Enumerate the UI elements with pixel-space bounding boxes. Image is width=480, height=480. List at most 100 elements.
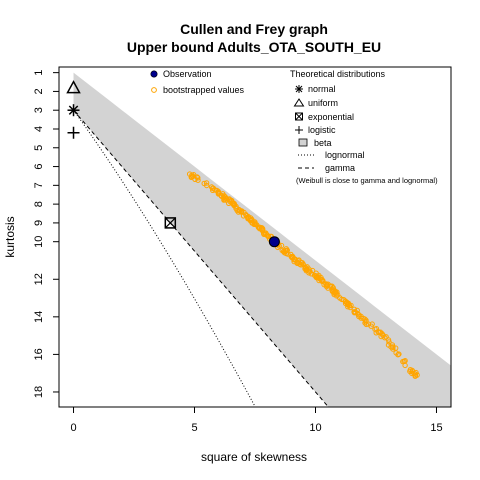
logistic-marker bbox=[67, 126, 80, 139]
x-tick-label-3: 15 bbox=[430, 422, 442, 434]
x-axis-label: square of skewness bbox=[201, 450, 307, 464]
bootstrap-point-166 bbox=[314, 273, 320, 280]
bootstrap-point-125 bbox=[279, 247, 285, 254]
legend-logistic-label: logistic bbox=[308, 125, 336, 135]
bootstrap-point-286 bbox=[407, 368, 413, 375]
bootstrap-point-83 bbox=[251, 221, 257, 228]
legend-normal-symbol bbox=[295, 85, 303, 93]
bootstrap-point-139 bbox=[299, 260, 305, 266]
bootstrap-point-274 bbox=[245, 214, 251, 220]
bootstrap-point-248 bbox=[385, 337, 392, 343]
bootstrap-point-251 bbox=[385, 342, 392, 348]
x-tick-label-2: 10 bbox=[309, 422, 321, 434]
y-tick-label-11: 14 bbox=[33, 311, 45, 323]
bootstrap-point-33 bbox=[221, 196, 228, 203]
y-tick-label-12: 16 bbox=[33, 348, 45, 360]
beta-region bbox=[73, 72, 451, 407]
x-tick-label-0: 0 bbox=[70, 422, 76, 434]
bootstrap-point-283 bbox=[368, 323, 374, 329]
gamma-line bbox=[73, 109, 330, 407]
normal-marker-stroke-3 bbox=[68, 105, 79, 115]
bootstrap-point-275 bbox=[259, 227, 265, 234]
bootstrap-point-228 bbox=[362, 320, 368, 326]
bootstrap-point-61 bbox=[239, 208, 245, 214]
x-axis: 0 5 10 15 bbox=[70, 407, 443, 434]
bootstrap-point-12 bbox=[208, 184, 215, 190]
y-tick-label-1: 2 bbox=[33, 88, 45, 94]
y-tick-label-5: 6 bbox=[33, 163, 45, 169]
y-tick-label-0: 1 bbox=[33, 70, 45, 76]
legend-theoretical-heading: Theoretical distributions bbox=[290, 69, 386, 79]
bootstrap-point-270 bbox=[186, 171, 193, 177]
uniform-marker-shape bbox=[66, 80, 81, 94]
y-tick-label-13: 18 bbox=[33, 386, 45, 398]
plot-frame bbox=[58, 66, 452, 408]
bootstrap-point-35 bbox=[218, 192, 225, 199]
bootstrap-point-149 bbox=[291, 258, 297, 265]
bootstrap-point-277 bbox=[288, 254, 294, 260]
bootstrap-point-279 bbox=[317, 276, 324, 282]
exponential-marker-box bbox=[164, 217, 177, 229]
y-tick-label-2: 3 bbox=[33, 107, 45, 113]
observation-point bbox=[268, 236, 280, 248]
bootstrap-point-77 bbox=[255, 224, 262, 231]
bootstrap-point-278 bbox=[303, 265, 309, 271]
legend-observed: Observation bootstrapped values bbox=[150, 69, 245, 95]
bootstrap-point-273 bbox=[230, 201, 236, 207]
bootstrap-point-6 bbox=[195, 175, 201, 181]
bootstrap-point-60 bbox=[235, 209, 242, 215]
bootstrap-point-281 bbox=[346, 302, 353, 309]
chart-title-line2: Upper bound Adults_OTA_SOUTH_EU bbox=[127, 39, 381, 55]
bootstrap-point-280 bbox=[332, 289, 338, 296]
bootstrap-point-232 bbox=[363, 319, 369, 325]
bootstrap-point-272 bbox=[216, 190, 222, 196]
bootstrap-point-169 bbox=[308, 271, 314, 277]
y-tick-label-8: 9 bbox=[33, 220, 45, 226]
chart-title-line1: Cullen and Frey graph bbox=[180, 21, 328, 37]
legend-observation-label: Observation bbox=[163, 69, 212, 79]
y-tick-label-3: 4 bbox=[33, 126, 45, 132]
y-axis-label: kurtosis bbox=[3, 216, 17, 257]
y-tick-label-9: 10 bbox=[33, 236, 45, 248]
y-tick-label-4: 5 bbox=[33, 145, 45, 151]
bootstrap-point-284 bbox=[380, 332, 386, 339]
bootstrap-point-145 bbox=[296, 261, 303, 267]
bootstrap-point-193 bbox=[329, 283, 335, 289]
legend-bootstrap-symbol bbox=[151, 87, 157, 93]
bootstrap-point-271 bbox=[201, 180, 207, 187]
bootstrap-point-190 bbox=[323, 281, 329, 287]
normal-marker bbox=[67, 104, 80, 117]
bootstrap-point-285 bbox=[390, 344, 396, 350]
y-tick-label-7: 8 bbox=[33, 201, 45, 207]
legend-theoretical: Theoretical distributions normal uniform… bbox=[290, 69, 438, 185]
legend-lognormal-label: lognormal bbox=[325, 150, 365, 160]
y-tick-label-6: 7 bbox=[33, 182, 45, 188]
uniform-marker bbox=[66, 80, 81, 94]
legend-bootstrap-label: bootstrapped values bbox=[163, 85, 245, 95]
legend-uniform-label: uniform bbox=[308, 98, 338, 108]
legend-gamma-label: gamma bbox=[325, 163, 355, 173]
bootstrap-point-4 bbox=[195, 177, 201, 183]
bootstrap-point-16 bbox=[210, 187, 216, 194]
bootstrap-point-14 bbox=[203, 180, 210, 186]
legend-exponential-label: exponential bbox=[308, 112, 354, 122]
bootstrap-point-17 bbox=[209, 185, 216, 192]
bootstrap-point-165 bbox=[306, 266, 312, 272]
legend-observation-symbol bbox=[150, 70, 158, 78]
legend-exponential-symbol bbox=[295, 112, 303, 121]
legend-uniform-symbol bbox=[293, 98, 305, 107]
lognormal-curve bbox=[73, 109, 256, 407]
x-tick-label-1: 5 bbox=[191, 422, 197, 434]
bootstrap-point-241 bbox=[373, 326, 380, 332]
exponential-marker bbox=[164, 217, 177, 229]
bootstrap-point-260 bbox=[402, 358, 408, 364]
legend-beta-symbol bbox=[298, 138, 308, 147]
legend-beta-label: beta bbox=[314, 138, 332, 148]
legend-note: (Weibull is close to gamma and lognormal… bbox=[296, 176, 438, 185]
legend-logistic-symbol bbox=[295, 126, 303, 134]
bootstrap-point-214 bbox=[341, 297, 347, 303]
bootstrap-point-105 bbox=[263, 231, 269, 238]
bootstrap-point-282 bbox=[356, 312, 362, 318]
